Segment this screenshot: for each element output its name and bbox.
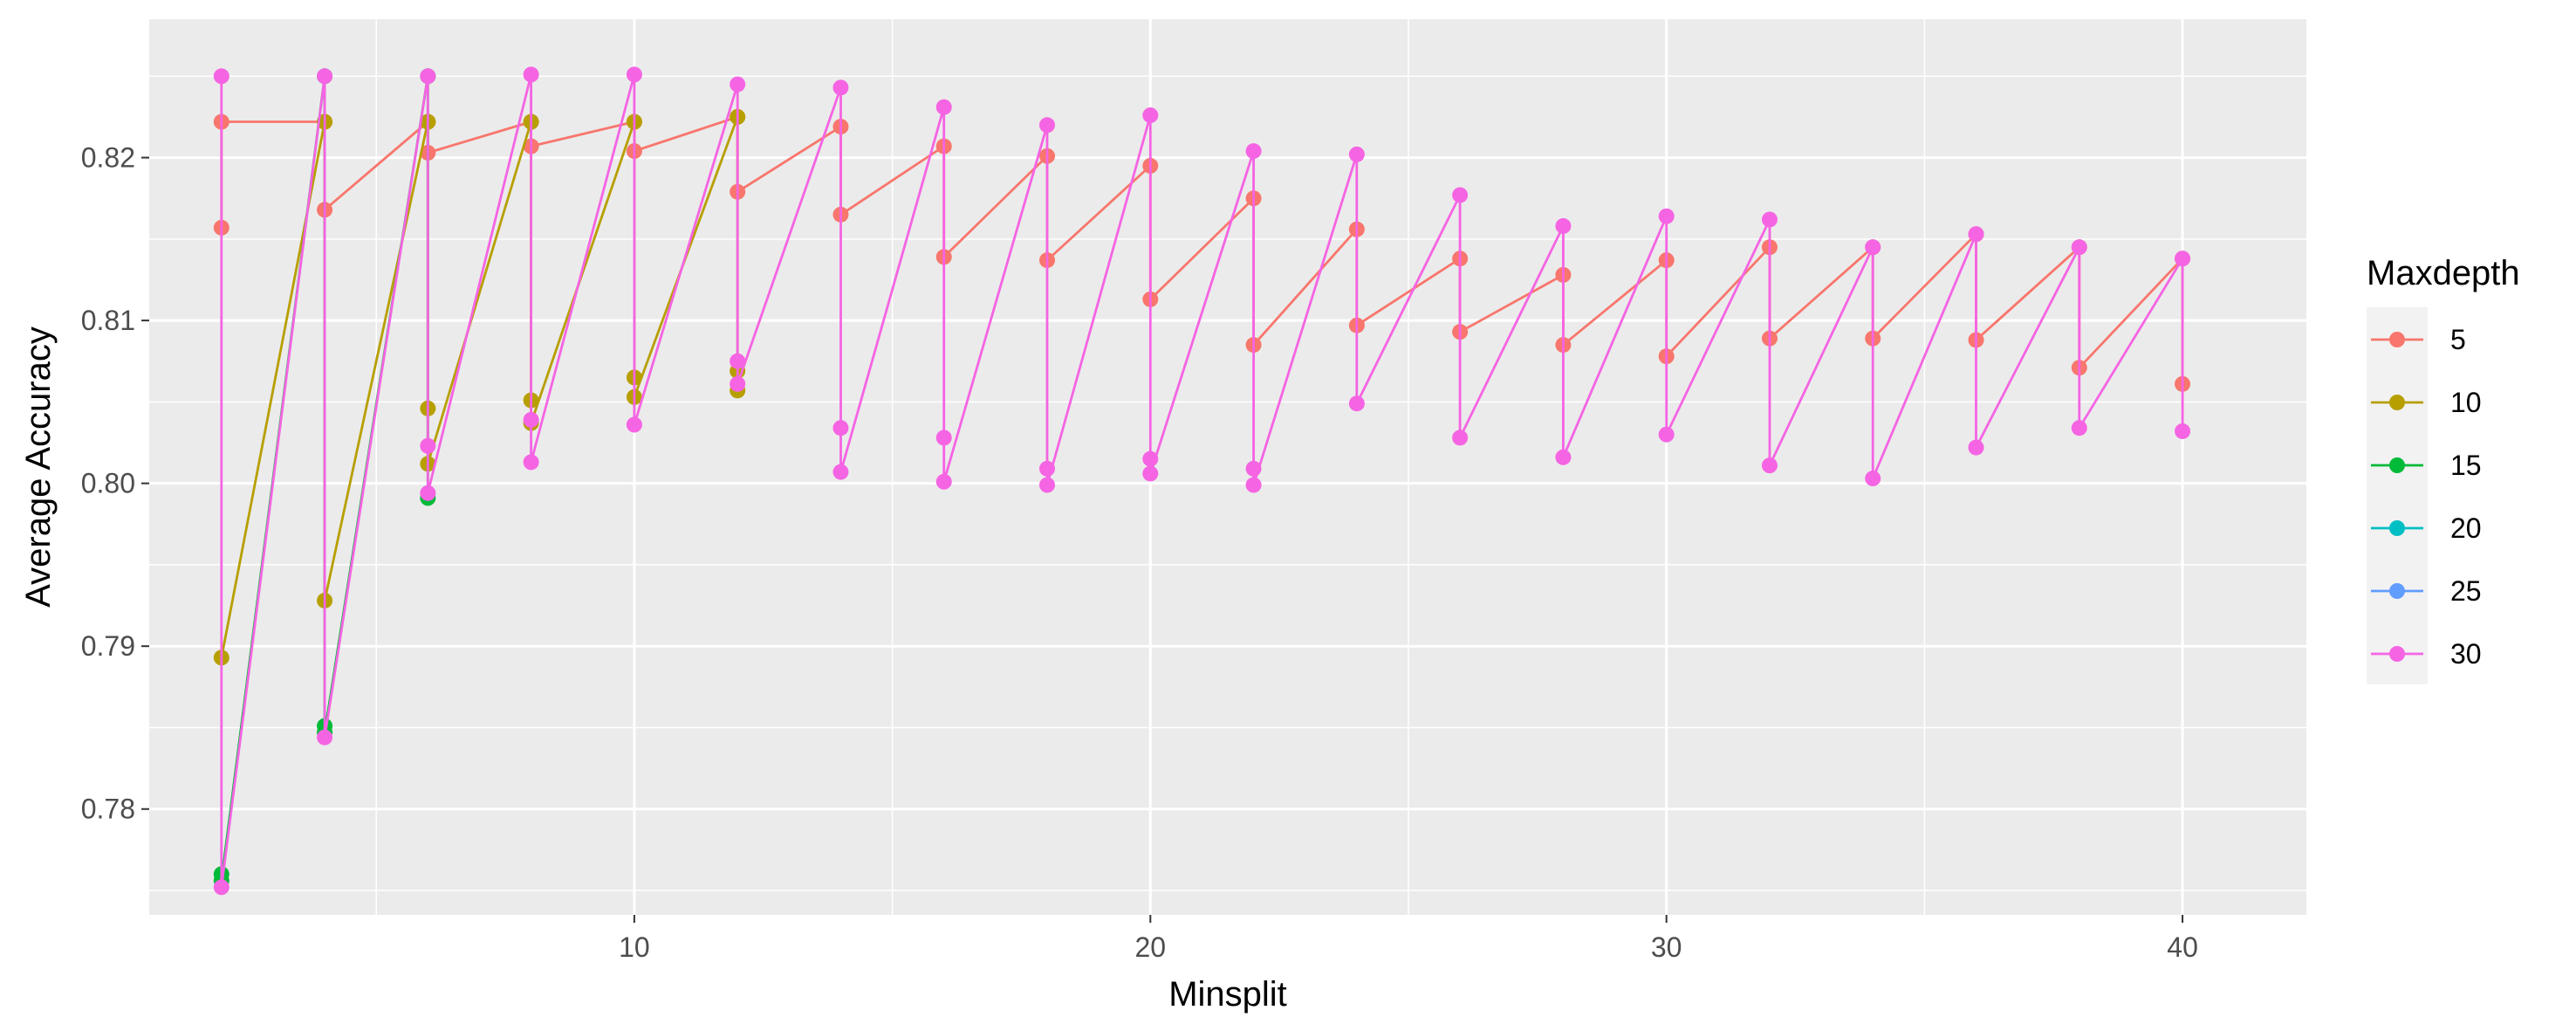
data-point: [1658, 208, 1675, 224]
x-tick-label: 10: [619, 931, 650, 963]
data-point: [730, 76, 746, 93]
x-axis: 10 20 30 40: [619, 915, 2198, 963]
legend-key-point: [2389, 583, 2405, 599]
legend-key-point: [2389, 520, 2405, 536]
data-point: [1761, 211, 1778, 228]
series-line: [220, 73, 2184, 889]
legend-label: 25: [2450, 575, 2482, 607]
legend-label: 20: [2450, 512, 2482, 544]
y-tick-label: 0.79: [81, 630, 135, 662]
legend-item-20: 20: [2371, 512, 2482, 544]
legend-label: 30: [2450, 638, 2482, 670]
data-point: [420, 68, 436, 85]
series-layer: [213, 66, 2191, 896]
data-point: [626, 66, 642, 83]
data-point: [317, 729, 333, 746]
data-point: [1865, 471, 1881, 487]
data-point: [2071, 420, 2087, 436]
data-point: [420, 485, 436, 501]
legend-item-15: 15: [2371, 450, 2482, 481]
data-point: [317, 68, 333, 85]
data-point: [523, 411, 539, 428]
data-point: [1348, 146, 1365, 162]
y-axis: 0.78 0.79 0.80 0.81 0.82: [81, 142, 149, 825]
legend: Maxdepth 5 10 15 20 25 30: [2367, 254, 2520, 684]
x-tick-label: 40: [2167, 931, 2198, 963]
data-point: [935, 430, 952, 446]
data-point: [832, 79, 849, 96]
data-point: [1452, 187, 1469, 203]
legend-item-30: 30: [2371, 638, 2482, 670]
legend-items: 5 10 15 20 25 30: [2371, 324, 2482, 670]
data-point: [213, 68, 230, 85]
legend-key-point: [2389, 457, 2405, 473]
data-point: [1865, 239, 1881, 256]
data-point: [213, 879, 230, 896]
data-point: [1245, 460, 1262, 477]
y-axis-title: Average Accuracy: [19, 326, 58, 608]
data-point: [832, 464, 849, 480]
data-point: [523, 454, 539, 471]
x-tick-label: 30: [1651, 931, 1682, 963]
data-point: [730, 353, 746, 369]
data-point: [1555, 449, 1572, 465]
legend-key-background: [2367, 307, 2428, 684]
data-point: [1761, 457, 1778, 474]
y-tick-label: 0.82: [81, 142, 135, 174]
x-axis-title: Minsplit: [1168, 975, 1287, 1014]
legend-label: 5: [2450, 324, 2466, 355]
data-point: [2175, 251, 2191, 267]
data-point: [1039, 460, 1056, 477]
legend-key-point: [2389, 395, 2405, 410]
plot-panel: [149, 19, 2306, 915]
legend-item-5: 5: [2371, 324, 2466, 355]
grid-minor: [149, 19, 2306, 915]
data-point: [1658, 426, 1675, 443]
data-point: [1245, 143, 1262, 160]
legend-label: 15: [2450, 450, 2482, 481]
data-point: [730, 375, 746, 392]
data-point: [2175, 423, 2191, 439]
data-point: [1142, 450, 1159, 467]
legend-item-25: 25: [2371, 575, 2482, 607]
data-point: [626, 416, 642, 433]
data-point: [1348, 395, 1365, 412]
data-point: [1245, 477, 1262, 493]
data-point: [1968, 439, 1984, 456]
data-point: [1968, 226, 1984, 243]
legend-title: Maxdepth: [2367, 254, 2520, 292]
legend-item-10: 10: [2371, 387, 2482, 418]
y-tick-label: 0.81: [81, 305, 135, 336]
data-point: [1039, 477, 1056, 493]
data-point: [1452, 430, 1469, 446]
data-point: [1142, 107, 1159, 124]
data-point: [935, 99, 952, 115]
data-point: [1142, 465, 1159, 482]
data-point: [2071, 239, 2087, 256]
legend-label: 10: [2450, 387, 2482, 418]
data-point: [523, 66, 539, 83]
data-point: [935, 473, 952, 490]
y-tick-label: 0.80: [81, 468, 135, 499]
data-point: [832, 420, 849, 436]
x-tick-label: 20: [1134, 931, 1166, 963]
data-point: [1555, 217, 1572, 234]
legend-key-point: [2389, 646, 2405, 662]
series-30: [213, 66, 2191, 896]
data-point: [1039, 117, 1056, 134]
data-point: [420, 437, 436, 454]
y-tick-label: 0.78: [81, 794, 135, 825]
legend-key-point: [2389, 332, 2405, 347]
